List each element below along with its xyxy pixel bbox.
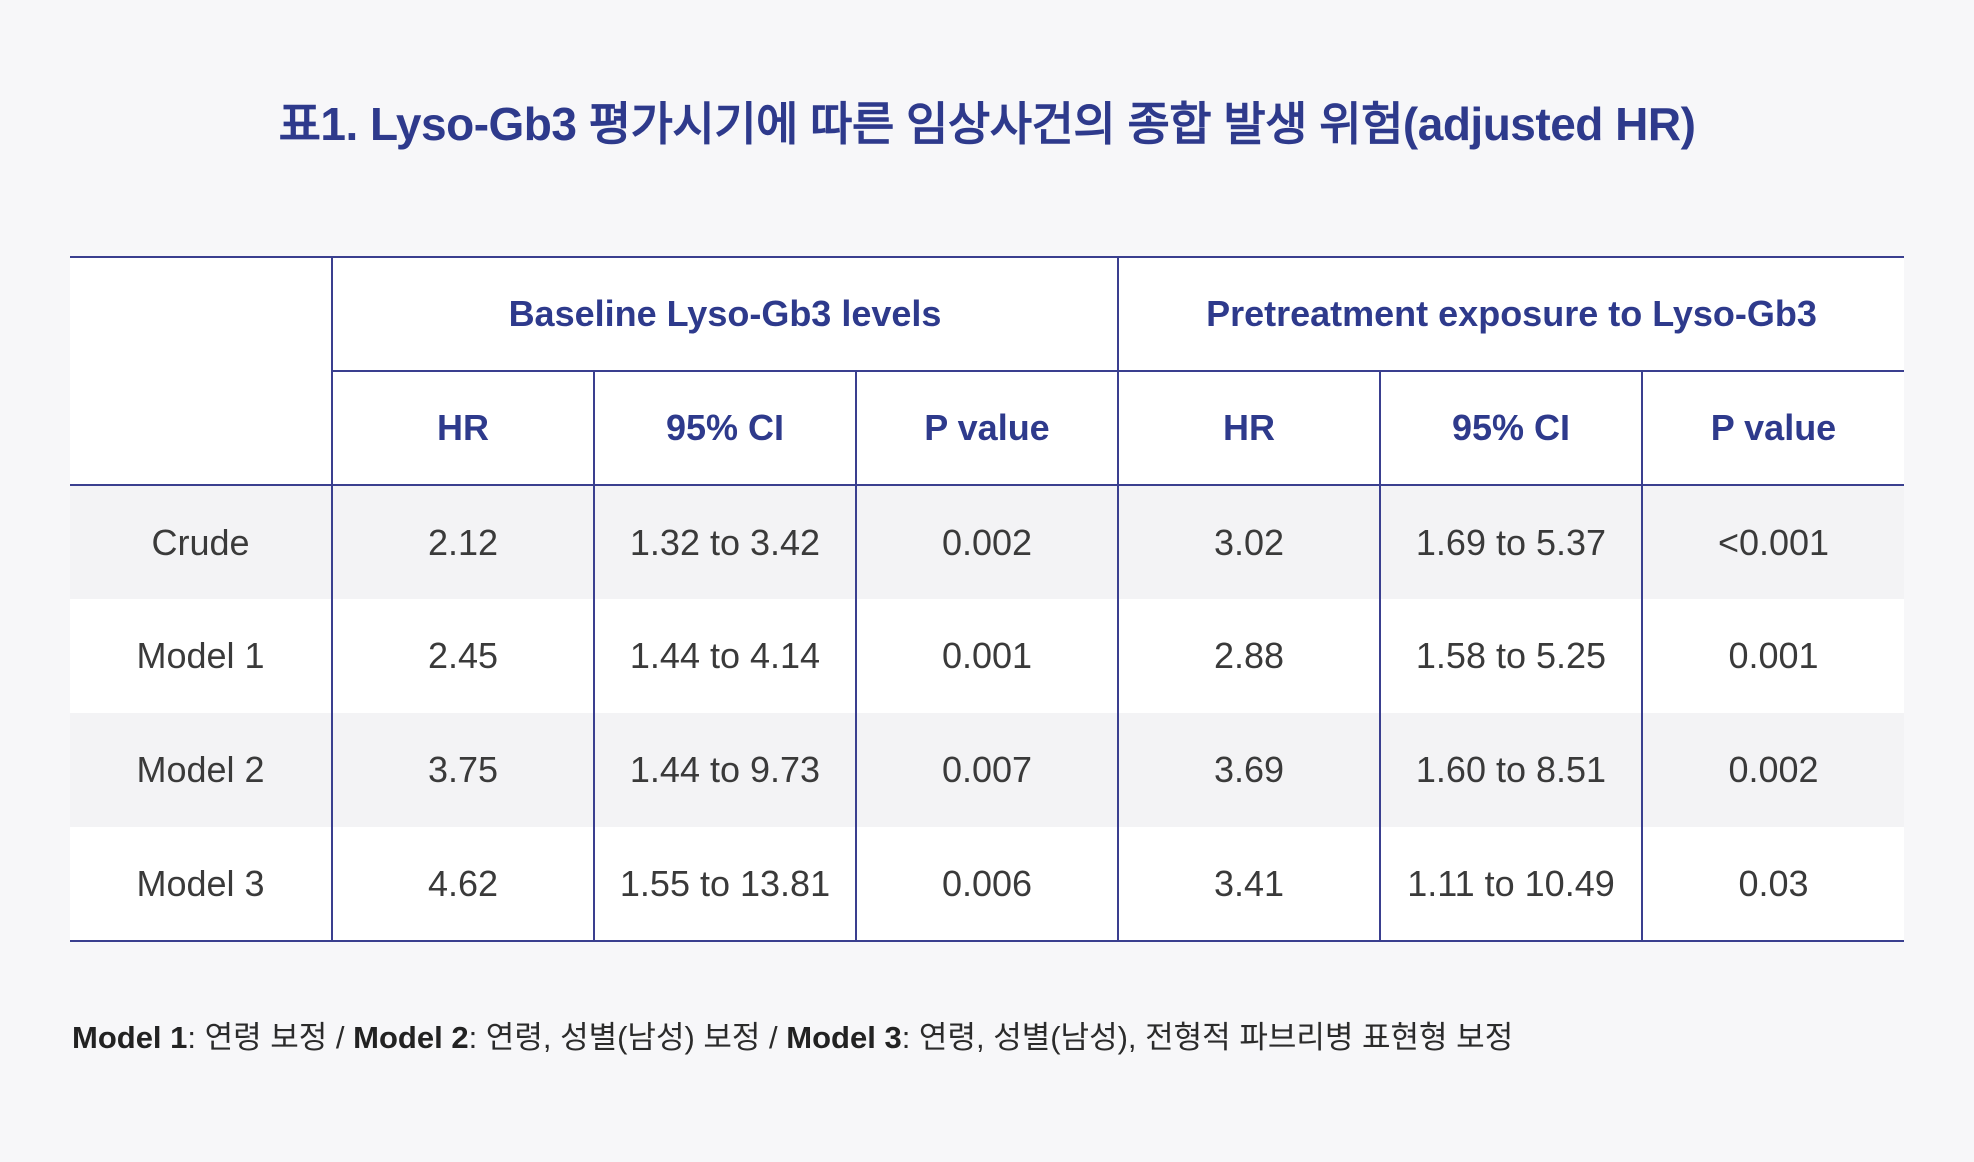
column-header: HR <box>1117 371 1380 486</box>
table-cell: 1.69 to 5.37 <box>1379 485 1642 599</box>
table-cell: 0.006 <box>855 827 1118 941</box>
table-cell: 0.002 <box>855 485 1118 599</box>
table-cell: 1.32 to 3.42 <box>593 485 856 599</box>
group-header-baseline: Baseline Lyso-Gb3 levels <box>331 257 1118 372</box>
row-label: Model 1 <box>136 635 265 676</box>
row-label: Model 3 <box>136 862 265 904</box>
column-header: P value <box>1641 371 1904 486</box>
table-cell: 0.007 <box>855 713 1118 827</box>
table-cell: 3.69 <box>1117 713 1380 827</box>
hazard-ratio-table: Baseline Lyso-Gb3 levels Pretreatment ex… <box>70 256 1904 942</box>
table-cell: 4.62 <box>331 827 594 941</box>
table-cell: 1.60 to 8.51 <box>1379 713 1642 827</box>
table-cell: 1.44 to 9.73 <box>593 713 856 827</box>
table-cell: 1.55 to 13.81 <box>593 827 856 941</box>
column-header: 95% CI <box>593 371 856 486</box>
table-title: 표1. Lyso-Gb3 평가시기에 따른 임상사건의 종합 발생 위험(adj… <box>278 98 1696 150</box>
footnote-model2-label: Model 2 <box>353 1020 469 1055</box>
table-cell: 1.11 to 10.49 <box>1379 827 1642 941</box>
footnote-model3-label: Model 3 <box>786 1020 902 1055</box>
footnote-model1-label: Model 1 <box>72 1020 188 1055</box>
footnote-model1-text: : 연령 보정 / <box>187 1020 354 1055</box>
column-header: HR <box>331 371 594 486</box>
table-cell: 2.12 <box>331 485 594 599</box>
footnote-model3-text: : 연령, 성별(남성), 전형적 파브리병 표현형 보정 <box>901 1020 1514 1055</box>
table-cell: 0.001 <box>1641 599 1904 713</box>
row-label: Crude <box>151 521 250 563</box>
table-cell: <0.001 <box>1641 485 1904 599</box>
sub-header-row: HR 95% CI P value HR 95% CI P value <box>70 371 1904 486</box>
table-cell: 0.001 <box>855 599 1118 713</box>
table-cell: 0.03 <box>1641 827 1904 941</box>
table-footnote: Model 1: 연령 보정 / Model 2: 연령, 성별(남성) 보정 … <box>72 1012 1513 1057</box>
table-cell: 2.88 <box>1117 599 1380 713</box>
corner-cell <box>70 371 332 486</box>
table-cell: 3.41 <box>1117 827 1380 941</box>
table-cell: 1.44 to 4.14 <box>593 599 856 713</box>
table-cell: 0.002 <box>1641 713 1904 827</box>
column-header: P value <box>855 371 1118 486</box>
table-cell: 2.45 <box>331 599 594 713</box>
table-row: Model 2 3.75 1.44 to 9.73 0.007 3.69 1.6… <box>70 713 1904 827</box>
group-header-pretreatment: Pretreatment exposure to Lyso-Gb3 <box>1117 257 1904 372</box>
table-row: Model 3 4.62 1.55 to 13.81 0.006 3.41 1.… <box>70 827 1904 941</box>
table-cell: 3.02 <box>1117 485 1380 599</box>
table-row: Crude 2.12 1.32 to 3.42 0.002 3.02 1.69 … <box>70 485 1904 599</box>
row-label: Model 2 <box>136 749 265 790</box>
table-cell: 1.58 to 5.25 <box>1379 599 1642 713</box>
group-header-row: Baseline Lyso-Gb3 levels Pretreatment ex… <box>70 257 1904 372</box>
table-cell: 3.75 <box>331 713 594 827</box>
footnote-model2-text: : 연령, 성별(남성) 보정 / <box>468 1020 787 1055</box>
corner-cell <box>70 257 332 371</box>
column-header: 95% CI <box>1379 371 1642 486</box>
table-row: Model 1 2.45 1.44 to 4.14 0.001 2.88 1.5… <box>70 599 1904 713</box>
